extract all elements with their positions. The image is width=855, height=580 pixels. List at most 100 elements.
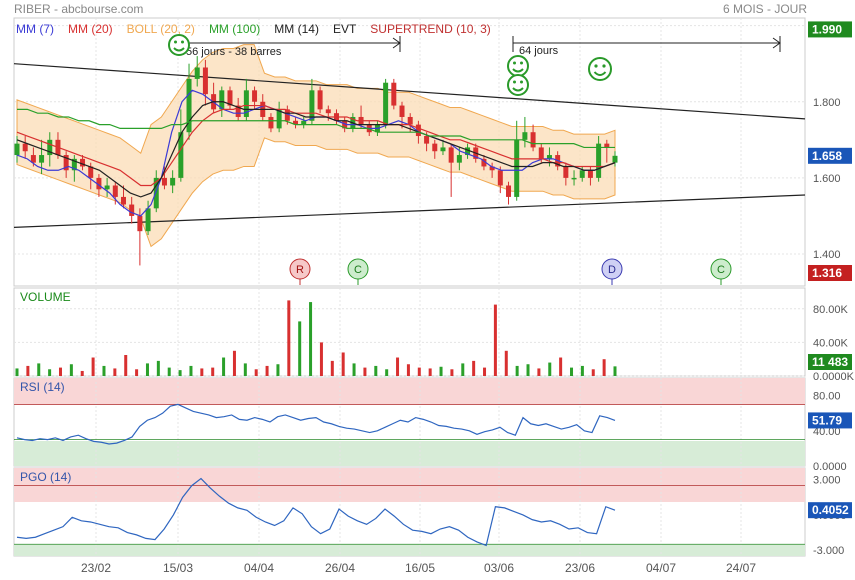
volume-bar [243,363,247,376]
rsi-line [16,403,616,445]
x-tick-label: 04/07 [646,561,676,575]
price-badge-bg [808,147,852,164]
event-marker-d[interactable]: D [601,258,623,285]
candle-body [293,120,299,125]
pgo-badge: 0.4052 [812,503,849,517]
volume-bar [102,365,106,376]
candle-body [47,139,53,156]
candle-body [563,166,569,178]
candle-body [219,90,225,110]
volume-bar [341,352,345,376]
candle-body [465,147,471,156]
price-badge: 1.658 [812,149,842,163]
candle-body [14,143,20,156]
volume-bar [428,368,432,376]
candle-body [202,67,208,95]
candle-body [489,166,495,171]
volume-bar [396,357,400,376]
candle-body [399,105,405,117]
event-marker-label: C [354,264,362,276]
volume-bar [580,365,584,376]
candle-body [243,90,249,117]
ma-line [16,101,616,198]
volume-bar [504,350,508,376]
price-tick-label: 1.800 [813,97,841,109]
rsi-badge: 51.79 [812,413,842,427]
candle-body [284,109,290,121]
candle-body [63,155,69,171]
volume-tick-label: 80.00K [813,304,849,316]
rsi-tick-label: 40.00 [813,426,841,438]
rsi-tick-label: 0.0000 [813,461,847,473]
volume-bar [276,364,280,376]
candle-body [161,177,167,186]
volume-bar [135,369,139,376]
volume-bar [570,367,574,376]
candle-body [276,109,282,129]
volume-bar [483,367,487,376]
volume-bar [330,360,334,376]
candle-body [194,67,200,79]
volume-bar [493,304,497,376]
volume-bar [113,368,117,376]
legend-item: SUPERTREND (10, 3) [370,22,490,36]
candle-body [506,185,512,197]
event-marker-r[interactable]: R [289,258,311,285]
volume-bar [69,364,73,376]
candle-body [612,155,618,163]
volume-bar [145,363,149,376]
volume-bar [602,359,606,376]
candle-body [571,177,577,180]
volume-bar [298,321,302,376]
volume-bar [319,342,323,376]
event-marker-label: C [717,264,725,276]
candle-body [546,155,552,159]
volume-bar [526,364,530,376]
x-tick-label: 26/04 [325,561,355,575]
volume-panel-label: VOLUME [20,290,71,304]
candle-body [383,82,389,125]
price-moving-averages [16,89,616,217]
rsi-tick-label: 80.00 [813,391,841,403]
x-tick-label: 16/05 [405,561,435,575]
bollinger-area [16,44,616,248]
volume-bar [385,369,389,376]
pgo-panel-label: PGO (14) [20,470,71,484]
candle-body [71,158,77,171]
x-tick-label: 03/06 [484,561,514,575]
candle-body [96,177,102,190]
volume-bar [515,365,519,376]
pgo-negative-zone [14,544,805,556]
legend-item: BOLL (20, 2) [127,22,195,36]
rsi-series [16,403,616,445]
candle-body [448,147,454,163]
event-marker-c[interactable]: C [710,258,732,285]
volume-bar [80,370,84,376]
price-badge: 1.990 [812,22,842,36]
candle-body [22,143,28,152]
candle-body [424,136,430,144]
candle-body [325,109,331,114]
volume-bar [15,368,19,376]
candle-body [432,143,438,152]
candle-body [227,90,233,106]
volume-bar [48,369,52,376]
candle-body [538,147,544,159]
volume-bar [265,365,269,376]
candle-body [596,143,602,178]
rsi-badge-bg [808,412,852,429]
x-tick-label: 04/04 [244,561,274,575]
volume-bar [91,357,95,376]
ma-line [17,108,615,149]
ma-line [16,104,616,187]
x-tick-label: 24/07 [726,561,756,575]
volume-bar [200,368,204,376]
candle-body [530,132,536,148]
event-marker-c[interactable]: C [347,258,369,285]
volume-bar [548,362,552,376]
candle-body [391,82,397,106]
volume-bar [439,366,443,376]
chart-source-title: RIBER - abcbourse.com [14,2,143,16]
pgo-positive-zone [14,468,805,502]
candle-body [178,132,184,178]
